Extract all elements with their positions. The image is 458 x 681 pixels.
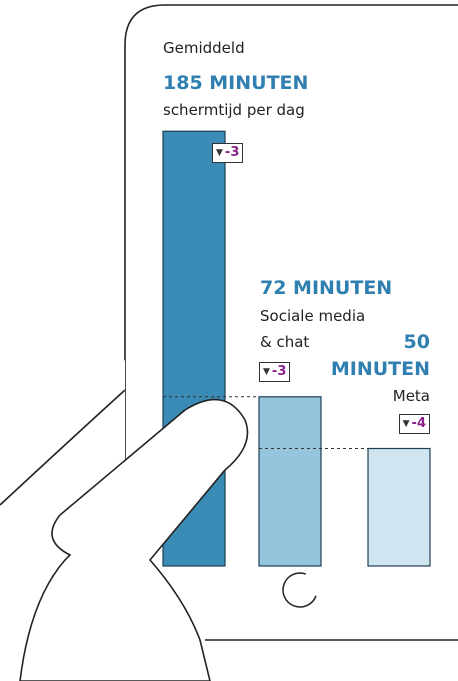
change-value: -4 (412, 416, 426, 431)
down-icon: ▼ (216, 148, 223, 158)
value-label: 50 MINUTEN (330, 329, 430, 383)
down-icon: ▼ (403, 419, 410, 429)
hand-fill (0, 360, 125, 470)
title: Gemiddeld (163, 35, 245, 61)
value-label: 185 MINUTEN (163, 70, 308, 97)
category-label: schermtijd per dag (163, 97, 305, 123)
value-label: 72 MINUTEN (260, 275, 392, 302)
change-badge: ▼-4 (399, 414, 430, 434)
home-button (278, 568, 322, 612)
change-value: -3 (225, 145, 239, 160)
category-label: Meta (330, 383, 430, 409)
change-badge: ▼-3 (259, 362, 290, 382)
page: {"chart_data": {"type": "bar", "title": … (0, 0, 458, 681)
bar (259, 397, 321, 566)
bar (368, 449, 430, 567)
change-badge: ▼-3 (212, 143, 243, 163)
change-value: -3 (272, 364, 286, 379)
down-icon: ▼ (263, 367, 270, 377)
